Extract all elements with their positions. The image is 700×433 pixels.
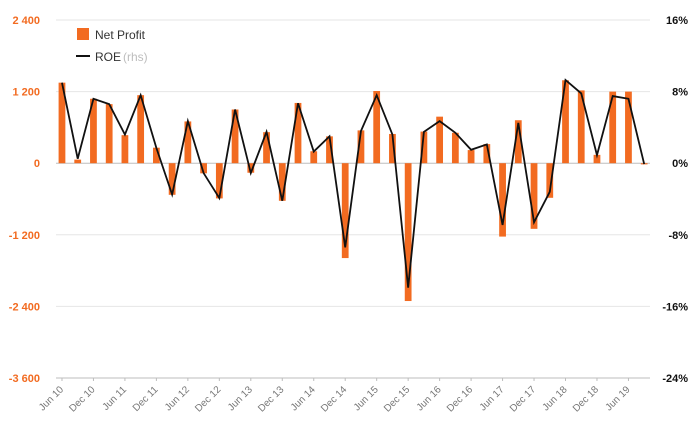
- net-profit-bar: [577, 90, 585, 164]
- net-profit-bar: [74, 159, 82, 164]
- right-y-tick-label: 0%: [672, 158, 688, 170]
- right-y-tick-label: -8%: [668, 230, 688, 242]
- net-profit-bar: [609, 91, 617, 164]
- bar-series: [58, 80, 648, 302]
- left-y-tick-label: 1 200: [12, 87, 40, 99]
- net-profit-bar: [389, 133, 396, 164]
- net-profit-bar: [357, 130, 365, 164]
- net-profit-bar: [467, 150, 475, 164]
- net-profit-bar: [546, 163, 554, 198]
- net-profit-bar: [263, 132, 270, 164]
- net-profit-bar: [90, 98, 97, 164]
- left-y-tick-label: -2 400: [9, 301, 40, 313]
- left-y-tick-label: 2 400: [12, 15, 40, 27]
- x-axis-tick-label: Dec 12: [193, 384, 223, 414]
- net-profit-bar: [121, 135, 129, 164]
- x-axis-tick-label: Jun 15: [352, 384, 381, 413]
- net-profit-bar: [514, 120, 522, 164]
- right-y-tick-label: 16%: [666, 15, 688, 27]
- x-axis-tick-label: Dec 15: [382, 384, 412, 414]
- x-axis-tick-label: Dec 10: [67, 384, 97, 414]
- x-axis-tick-label: Dec 16: [445, 384, 475, 414]
- legend-label: Net Profit: [95, 28, 146, 42]
- x-axis-tick-label: Jun 12: [163, 384, 192, 413]
- x-axis-tick-label: Jun 11: [101, 384, 130, 413]
- left-y-tick-label: -3 600: [9, 373, 40, 385]
- net-profit-bar: [58, 82, 66, 164]
- net-profit-bar: [247, 163, 255, 173]
- x-axis-tick-label: Jun 17: [478, 384, 507, 413]
- net-profit-bar: [105, 104, 113, 164]
- line-series: [61, 78, 646, 288]
- net-profit-bar: [200, 163, 207, 174]
- x-axis-tick-label: Jun 18: [541, 384, 570, 413]
- net-profit-bar: [294, 102, 302, 164]
- x-axis-tick-label: Jun 16: [415, 384, 444, 413]
- net-profit-bar: [483, 144, 491, 164]
- x-axis-tick-label: Dec 11: [131, 384, 161, 414]
- right-y-tick-label: -16%: [662, 301, 688, 313]
- net-profit-bar: [404, 163, 412, 302]
- grid-layer: [56, 19, 650, 379]
- x-axis-tick-label: Jun 13: [226, 384, 255, 413]
- x-axis-tick-label: Jun 19: [604, 384, 633, 413]
- net-profit-bar: [153, 147, 160, 164]
- x-axis-tick-label: Dec 14: [319, 384, 349, 414]
- net-profit-bar: [420, 131, 428, 164]
- net-profit-bar: [451, 132, 459, 164]
- left-y-tick-label: 0: [34, 158, 40, 170]
- net-profit-bar: [499, 163, 506, 237]
- right-y-tick-label: 8%: [672, 87, 688, 99]
- net-profit-bar: [341, 163, 349, 259]
- net-profit-bar: [373, 91, 381, 164]
- roe-line: [61, 78, 646, 288]
- legend: Net Profit ROE (rhs): [76, 28, 148, 64]
- left-y-tick-label: -1 200: [9, 230, 40, 242]
- legend-rhs-suffix: (rhs): [123, 50, 148, 64]
- net-profit-bar: [326, 136, 333, 164]
- net-profit-bar: [562, 80, 569, 164]
- net-profit-bar: [436, 116, 444, 164]
- net-profit-bar: [184, 121, 192, 164]
- net-profit-bar: [278, 163, 286, 201]
- net-profit-bar: [593, 154, 601, 164]
- net-profit-bar: [137, 95, 145, 164]
- right-y-tick-label: -24%: [662, 373, 688, 385]
- x-axis-tick-label: Dec 18: [571, 384, 601, 414]
- net-profit-bar: [168, 163, 176, 195]
- net-profit-bar: [625, 91, 632, 164]
- x-axis-tick-label: Dec 17: [508, 384, 538, 414]
- net-profit-bar: [310, 151, 318, 164]
- x-axis-tick-label: Dec 13: [256, 384, 286, 414]
- x-axis-tick-label: Jun 10: [37, 384, 66, 413]
- legend-label: ROE: [95, 50, 121, 64]
- legend-swatch-net-profit: [77, 28, 89, 40]
- x-axis-tick-label: Jun 14: [289, 384, 318, 413]
- net-profit-bar: [231, 109, 239, 164]
- net-profit-bar: [530, 163, 538, 229]
- net-profit-bar: [215, 163, 223, 199]
